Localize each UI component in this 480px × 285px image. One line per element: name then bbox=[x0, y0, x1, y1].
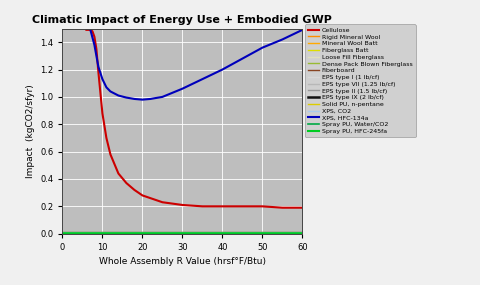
Title: Climatic Impact of Energy Use + Embodied GWP: Climatic Impact of Energy Use + Embodied… bbox=[33, 15, 332, 25]
X-axis label: Whole Assembly R Value (hrsf°F/Btu): Whole Assembly R Value (hrsf°F/Btu) bbox=[99, 257, 266, 266]
Y-axis label: Impact  (kgCO2/sfyr): Impact (kgCO2/sfyr) bbox=[25, 84, 35, 178]
Legend: Cellulose, Rigid Mineral Wool, Mineral Wool Batt, Fiberglass Batt, Loose Fill Fi: Cellulose, Rigid Mineral Wool, Mineral W… bbox=[305, 25, 416, 137]
